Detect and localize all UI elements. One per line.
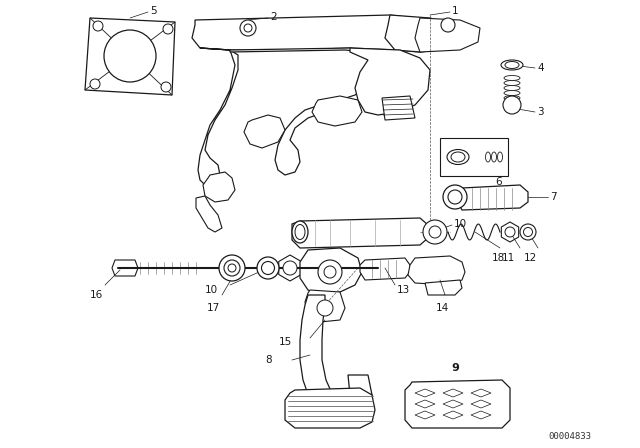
Circle shape	[163, 24, 173, 34]
Polygon shape	[244, 115, 285, 148]
Polygon shape	[196, 196, 222, 232]
Ellipse shape	[505, 61, 519, 69]
Polygon shape	[425, 280, 462, 295]
Ellipse shape	[257, 257, 279, 279]
Ellipse shape	[451, 152, 465, 162]
Circle shape	[240, 20, 256, 36]
Circle shape	[318, 260, 342, 284]
Text: 3: 3	[537, 107, 543, 117]
Text: 15: 15	[279, 337, 292, 347]
Text: 16: 16	[90, 290, 102, 300]
Ellipse shape	[504, 81, 520, 86]
Polygon shape	[300, 248, 362, 295]
Ellipse shape	[504, 95, 520, 100]
Polygon shape	[85, 18, 175, 95]
Ellipse shape	[504, 76, 520, 81]
Polygon shape	[203, 172, 235, 202]
Polygon shape	[292, 218, 428, 248]
Polygon shape	[415, 18, 480, 52]
Polygon shape	[350, 48, 430, 115]
Circle shape	[90, 79, 100, 89]
Ellipse shape	[492, 152, 497, 162]
Circle shape	[283, 261, 297, 275]
Ellipse shape	[504, 86, 520, 90]
Ellipse shape	[501, 60, 523, 70]
Polygon shape	[382, 96, 415, 120]
Polygon shape	[279, 255, 301, 281]
Circle shape	[244, 24, 252, 32]
Ellipse shape	[504, 90, 520, 95]
Polygon shape	[458, 185, 528, 210]
Text: 13: 13	[397, 285, 410, 295]
Text: 2: 2	[270, 12, 276, 22]
Text: 5: 5	[150, 6, 157, 16]
Polygon shape	[112, 260, 138, 276]
Polygon shape	[285, 388, 375, 428]
Ellipse shape	[228, 264, 236, 272]
Text: 1: 1	[452, 6, 459, 16]
Polygon shape	[408, 256, 465, 285]
Circle shape	[505, 227, 515, 237]
Ellipse shape	[104, 30, 156, 82]
Circle shape	[503, 96, 521, 114]
Ellipse shape	[295, 224, 305, 240]
Ellipse shape	[447, 150, 469, 164]
Text: 11: 11	[501, 253, 515, 263]
Text: 6: 6	[495, 177, 502, 187]
Text: 12: 12	[524, 253, 536, 263]
Ellipse shape	[219, 255, 245, 281]
Polygon shape	[192, 15, 460, 52]
Text: 4: 4	[537, 63, 543, 73]
Polygon shape	[405, 380, 510, 428]
Circle shape	[93, 21, 103, 31]
Circle shape	[448, 190, 462, 204]
Circle shape	[317, 300, 333, 316]
Polygon shape	[501, 222, 518, 242]
Circle shape	[429, 226, 441, 238]
Polygon shape	[312, 96, 362, 126]
Ellipse shape	[497, 152, 502, 162]
Text: 17: 17	[206, 303, 220, 313]
Circle shape	[324, 266, 336, 278]
Text: 00004833: 00004833	[548, 431, 591, 440]
Text: 10: 10	[205, 285, 218, 295]
Polygon shape	[305, 290, 345, 322]
Bar	[440, 138, 508, 176]
Polygon shape	[300, 295, 372, 412]
Circle shape	[161, 82, 171, 92]
Text: 7: 7	[550, 192, 557, 202]
Text: 10: 10	[454, 219, 467, 229]
Ellipse shape	[486, 152, 490, 162]
Polygon shape	[198, 48, 238, 185]
Ellipse shape	[520, 224, 536, 240]
Circle shape	[423, 220, 447, 244]
Ellipse shape	[524, 228, 532, 237]
Polygon shape	[360, 258, 410, 280]
Ellipse shape	[262, 262, 275, 275]
Text: 14: 14	[435, 303, 449, 313]
Text: 18: 18	[492, 253, 504, 263]
Polygon shape	[385, 15, 460, 52]
Text: 9: 9	[451, 363, 459, 373]
Circle shape	[441, 18, 455, 32]
Ellipse shape	[292, 221, 308, 243]
Polygon shape	[230, 48, 378, 175]
Text: 8: 8	[266, 355, 272, 365]
Circle shape	[443, 185, 467, 209]
Ellipse shape	[224, 260, 240, 276]
